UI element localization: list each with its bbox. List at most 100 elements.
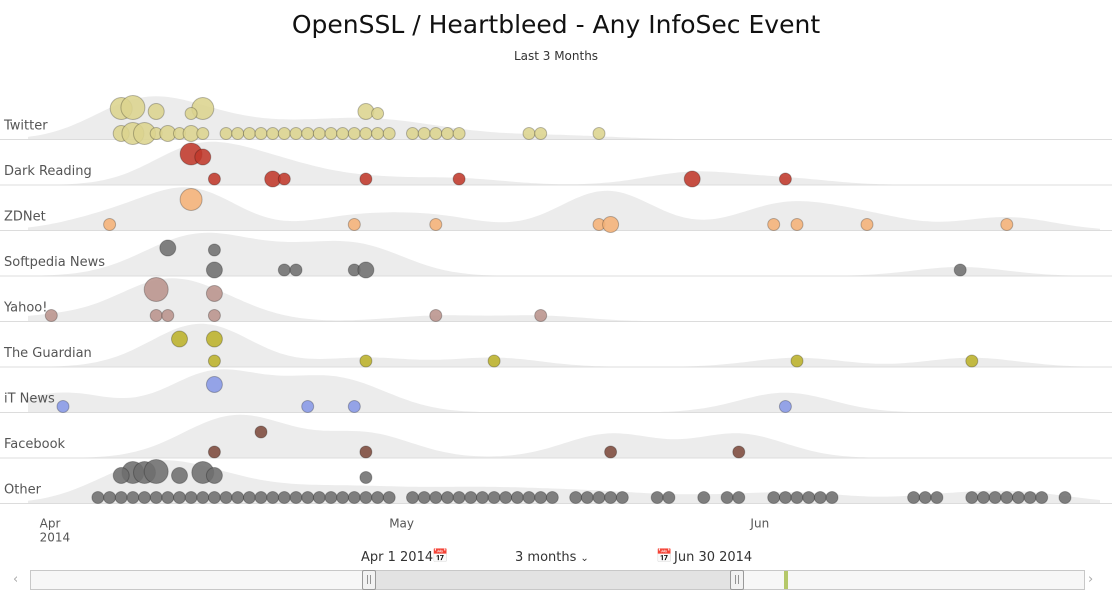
event-bubble bbox=[534, 309, 548, 322]
row-label: The Guardian bbox=[3, 346, 92, 361]
event-bubble bbox=[534, 491, 548, 504]
event-bubble bbox=[112, 467, 130, 484]
event-bubble bbox=[196, 491, 210, 504]
event-bubble bbox=[522, 127, 536, 140]
event-bubble bbox=[205, 285, 223, 302]
event-bubble bbox=[790, 491, 804, 504]
row-label: Other bbox=[4, 483, 42, 498]
event-bubble bbox=[103, 491, 117, 504]
event-bubble bbox=[359, 172, 373, 186]
event-bubble bbox=[569, 491, 583, 504]
event-bubble bbox=[602, 216, 620, 233]
event-bubble bbox=[475, 491, 489, 504]
event-bubble bbox=[114, 491, 128, 504]
end-date-field[interactable]: Jun 30 2014 bbox=[674, 550, 753, 565]
event-bubble bbox=[171, 467, 188, 484]
navigator-current-marker bbox=[784, 571, 788, 589]
event-bubble bbox=[266, 127, 280, 140]
event-bubble bbox=[683, 170, 701, 188]
event-bubble bbox=[441, 491, 454, 504]
event-bubble bbox=[277, 263, 291, 277]
timeline-navigator[interactable]: || || bbox=[30, 570, 1085, 590]
event-bubble bbox=[965, 354, 979, 368]
event-bubble bbox=[91, 491, 105, 504]
event-bubble bbox=[277, 491, 291, 504]
row-label: Twitter bbox=[3, 119, 48, 134]
event-bubble bbox=[143, 277, 169, 302]
event-bubble bbox=[324, 127, 338, 140]
event-bubble bbox=[277, 172, 291, 186]
event-bubble bbox=[336, 127, 350, 140]
event-bubble bbox=[907, 491, 921, 504]
event-bubble bbox=[988, 491, 1002, 504]
event-bubble bbox=[802, 491, 816, 504]
event-bubble bbox=[1023, 491, 1037, 504]
event-bubble bbox=[825, 491, 839, 504]
event-bubble bbox=[231, 491, 245, 504]
event-bubble bbox=[312, 491, 326, 504]
event-bubble bbox=[357, 261, 375, 279]
timeline-chart: Twitter Dark Reading ZDNet Softpedia News Ya… bbox=[0, 95, 1112, 545]
event-bubble bbox=[452, 172, 466, 186]
event-bubble bbox=[207, 354, 221, 368]
event-bubble bbox=[359, 127, 373, 140]
range-dropdown-label: 3 months bbox=[515, 550, 577, 565]
navigator-right-handle[interactable]: || bbox=[730, 570, 744, 590]
event-bubble bbox=[359, 471, 373, 484]
event-bubble bbox=[254, 491, 268, 504]
event-bubble bbox=[382, 491, 396, 504]
range-dropdown[interactable]: 3 months ⌄ bbox=[515, 550, 589, 565]
event-bubble bbox=[347, 491, 361, 504]
x-tick-year-label: 2014 bbox=[40, 531, 71, 545]
event-bubble bbox=[254, 425, 268, 439]
event-bubble bbox=[207, 243, 221, 257]
event-bubble bbox=[382, 127, 396, 140]
chevron-right-icon[interactable]: › bbox=[1088, 572, 1094, 587]
event-bubble bbox=[336, 491, 350, 504]
navigator-left-handle[interactable]: || bbox=[362, 570, 376, 590]
event-bubble bbox=[417, 491, 431, 504]
event-bubble bbox=[790, 354, 804, 368]
event-bubble bbox=[120, 95, 146, 120]
density-area bbox=[28, 414, 1100, 458]
event-bubble bbox=[147, 103, 165, 120]
event-bubble bbox=[205, 261, 223, 279]
x-tick-label: Jun bbox=[749, 517, 769, 531]
calendar-icon[interactable]: 📅 bbox=[432, 549, 449, 564]
event-bubble bbox=[359, 445, 373, 459]
event-bubble bbox=[545, 491, 559, 504]
event-bubble bbox=[732, 445, 746, 459]
density-area bbox=[28, 369, 1100, 413]
event-bubble bbox=[324, 491, 338, 504]
event-bubble bbox=[289, 127, 303, 140]
row-label: Yahoo! bbox=[3, 301, 47, 316]
event-bubble bbox=[359, 354, 373, 368]
event-bubble bbox=[103, 218, 117, 231]
event-bubble bbox=[604, 445, 618, 459]
navigator-selected-window[interactable] bbox=[369, 571, 737, 589]
event-bubble bbox=[179, 188, 203, 211]
event-bubble bbox=[429, 309, 443, 322]
density-area bbox=[28, 187, 1100, 231]
event-bubble bbox=[207, 309, 221, 322]
x-tick-label: May bbox=[389, 517, 414, 531]
event-bubble bbox=[1035, 491, 1049, 504]
event-bubble bbox=[173, 491, 186, 504]
event-bubble bbox=[205, 376, 223, 393]
row-label: Softpedia News bbox=[4, 255, 105, 270]
event-bubble bbox=[277, 127, 291, 140]
chevron-left-icon[interactable]: ‹ bbox=[13, 572, 19, 587]
start-date-field[interactable]: Apr 1 2014 bbox=[361, 550, 434, 565]
event-bubble bbox=[499, 491, 513, 504]
event-bubble bbox=[441, 127, 454, 140]
calendar-icon[interactable]: 📅 bbox=[656, 549, 673, 564]
event-bubble bbox=[196, 127, 210, 140]
event-bubble bbox=[767, 491, 781, 504]
density-area bbox=[28, 323, 1100, 367]
event-bubble bbox=[347, 218, 361, 231]
event-bubble bbox=[347, 127, 361, 140]
event-bubble bbox=[778, 491, 792, 504]
event-bubble bbox=[778, 172, 792, 186]
event-bubble bbox=[207, 172, 221, 186]
event-bubble bbox=[429, 218, 443, 231]
